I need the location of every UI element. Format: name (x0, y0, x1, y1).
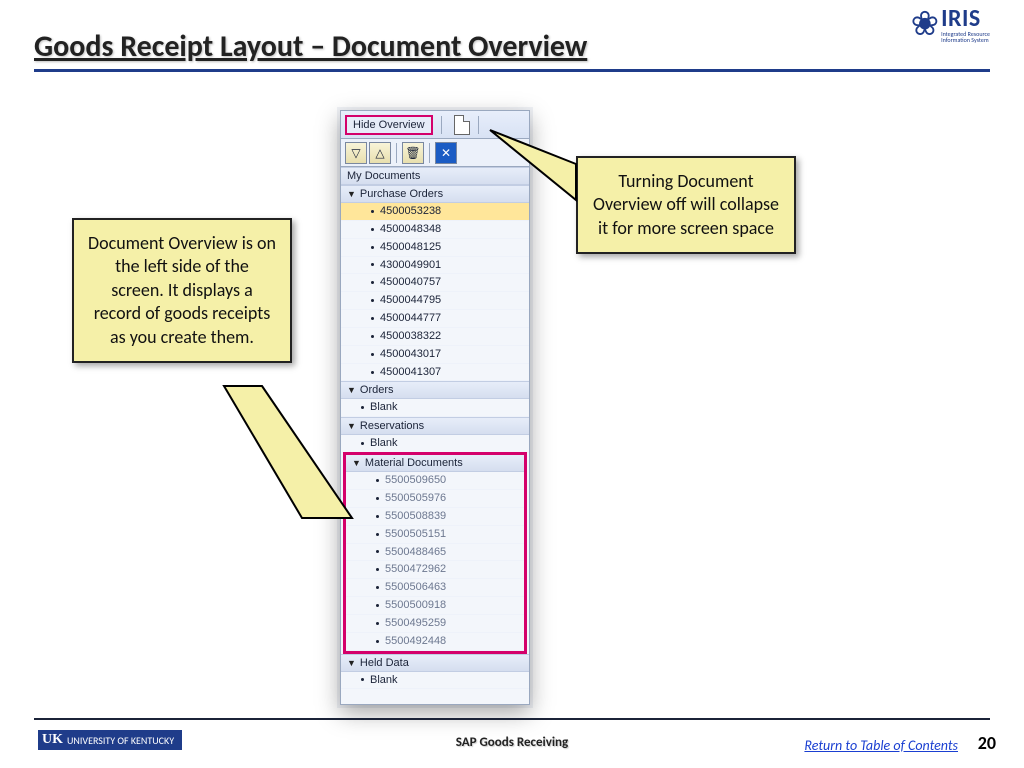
chevron-down-icon: ▼ (347, 421, 356, 431)
section-label: Orders (360, 384, 394, 396)
list-item-blank: Blank (341, 672, 529, 690)
list-item[interactable]: 5500492448 (346, 633, 524, 651)
my-documents-label: My Documents (347, 170, 420, 182)
material-documents-highlight: ▼ Material Documents 5500509650550050597… (343, 452, 527, 653)
callout-left: Document Overview is on the left side of… (72, 218, 292, 363)
list-item[interactable]: 4300049901 (341, 257, 529, 275)
trash-icon[interactable]: 🗑 (402, 142, 424, 164)
panel-toolbar-icons: ▽ △ 🗑 ✕ (341, 139, 529, 167)
list-item[interactable]: 4500048125 (341, 239, 529, 257)
my-documents-header: My Documents (341, 167, 529, 185)
section-label: Purchase Orders (360, 188, 443, 200)
chevron-down-icon: ▼ (352, 458, 361, 468)
title-bar: Goods Receipt Layout – Document Overview (34, 28, 990, 72)
section-label: Material Documents (365, 457, 463, 469)
close-icon[interactable]: ✕ (435, 142, 457, 164)
list-item[interactable]: 5500505151 (346, 526, 524, 544)
callout-text: Document Overview is on the left side of… (88, 232, 276, 348)
list-item[interactable]: 5500500918 (346, 597, 524, 615)
callout-right: Turning Document Overview off will colla… (576, 156, 796, 254)
chevron-down-icon: ▼ (347, 189, 356, 199)
section-material-documents[interactable]: ▼ Material Documents (346, 455, 524, 472)
list-item-blank: Blank (341, 399, 529, 417)
separator (441, 116, 442, 134)
section-purchase-orders[interactable]: ▼ Purchase Orders (341, 185, 529, 203)
list-item-blank: Blank (341, 435, 529, 453)
list-item[interactable]: 5500506463 (346, 579, 524, 597)
separator (429, 143, 430, 163)
callout-text: Turning Document Overview off will colla… (593, 170, 779, 239)
section-label: Held Data (360, 657, 409, 669)
list-item[interactable]: 4500038322 (341, 328, 529, 346)
return-toc-link[interactable]: Return to Table of Contents (804, 737, 958, 754)
list-item[interactable]: 5500508839 (346, 508, 524, 526)
list-item[interactable]: 4500040757 (341, 274, 529, 292)
separator (396, 143, 397, 163)
list-item[interactable]: 5500505976 (346, 490, 524, 508)
section-reservations[interactable]: ▼ Reservations (341, 417, 529, 435)
separator (478, 116, 479, 134)
section-held-data[interactable]: ▼ Held Data (341, 654, 529, 672)
list-item[interactable]: 5500509650 (346, 472, 524, 490)
page-title: Goods Receipt Layout – Document Overview (34, 28, 990, 65)
list-item[interactable]: 5500472962 (346, 561, 524, 579)
section-orders[interactable]: ▼ Orders (341, 381, 529, 399)
collapse-icon[interactable]: △ (369, 142, 391, 164)
section-label: Reservations (360, 420, 424, 432)
list-item[interactable]: 5500488465 (346, 544, 524, 562)
panel-toolbar-top: Hide Overview (341, 111, 529, 139)
doc-overview-panel: Hide Overview ▽ △ 🗑 ✕ My Documents ▼ Pur… (340, 110, 530, 705)
new-document-icon[interactable] (454, 115, 470, 135)
list-item[interactable]: 4500053238 (341, 203, 529, 221)
list-item[interactable]: 4500048348 (341, 221, 529, 239)
list-item[interactable]: 5500495259 (346, 615, 524, 633)
expand-icon[interactable]: ▽ (345, 142, 367, 164)
list-item[interactable]: 4500043017 (341, 346, 529, 364)
footer-rule (34, 718, 990, 720)
list-item[interactable]: 4500044795 (341, 292, 529, 310)
chevron-down-icon: ▼ (347, 658, 356, 668)
list-item[interactable]: 4500041307 (341, 364, 529, 382)
hide-overview-button[interactable]: Hide Overview (345, 115, 433, 135)
page-number: 20 (978, 732, 996, 754)
chevron-down-icon: ▼ (347, 385, 356, 395)
list-item[interactable]: 4500044777 (341, 310, 529, 328)
